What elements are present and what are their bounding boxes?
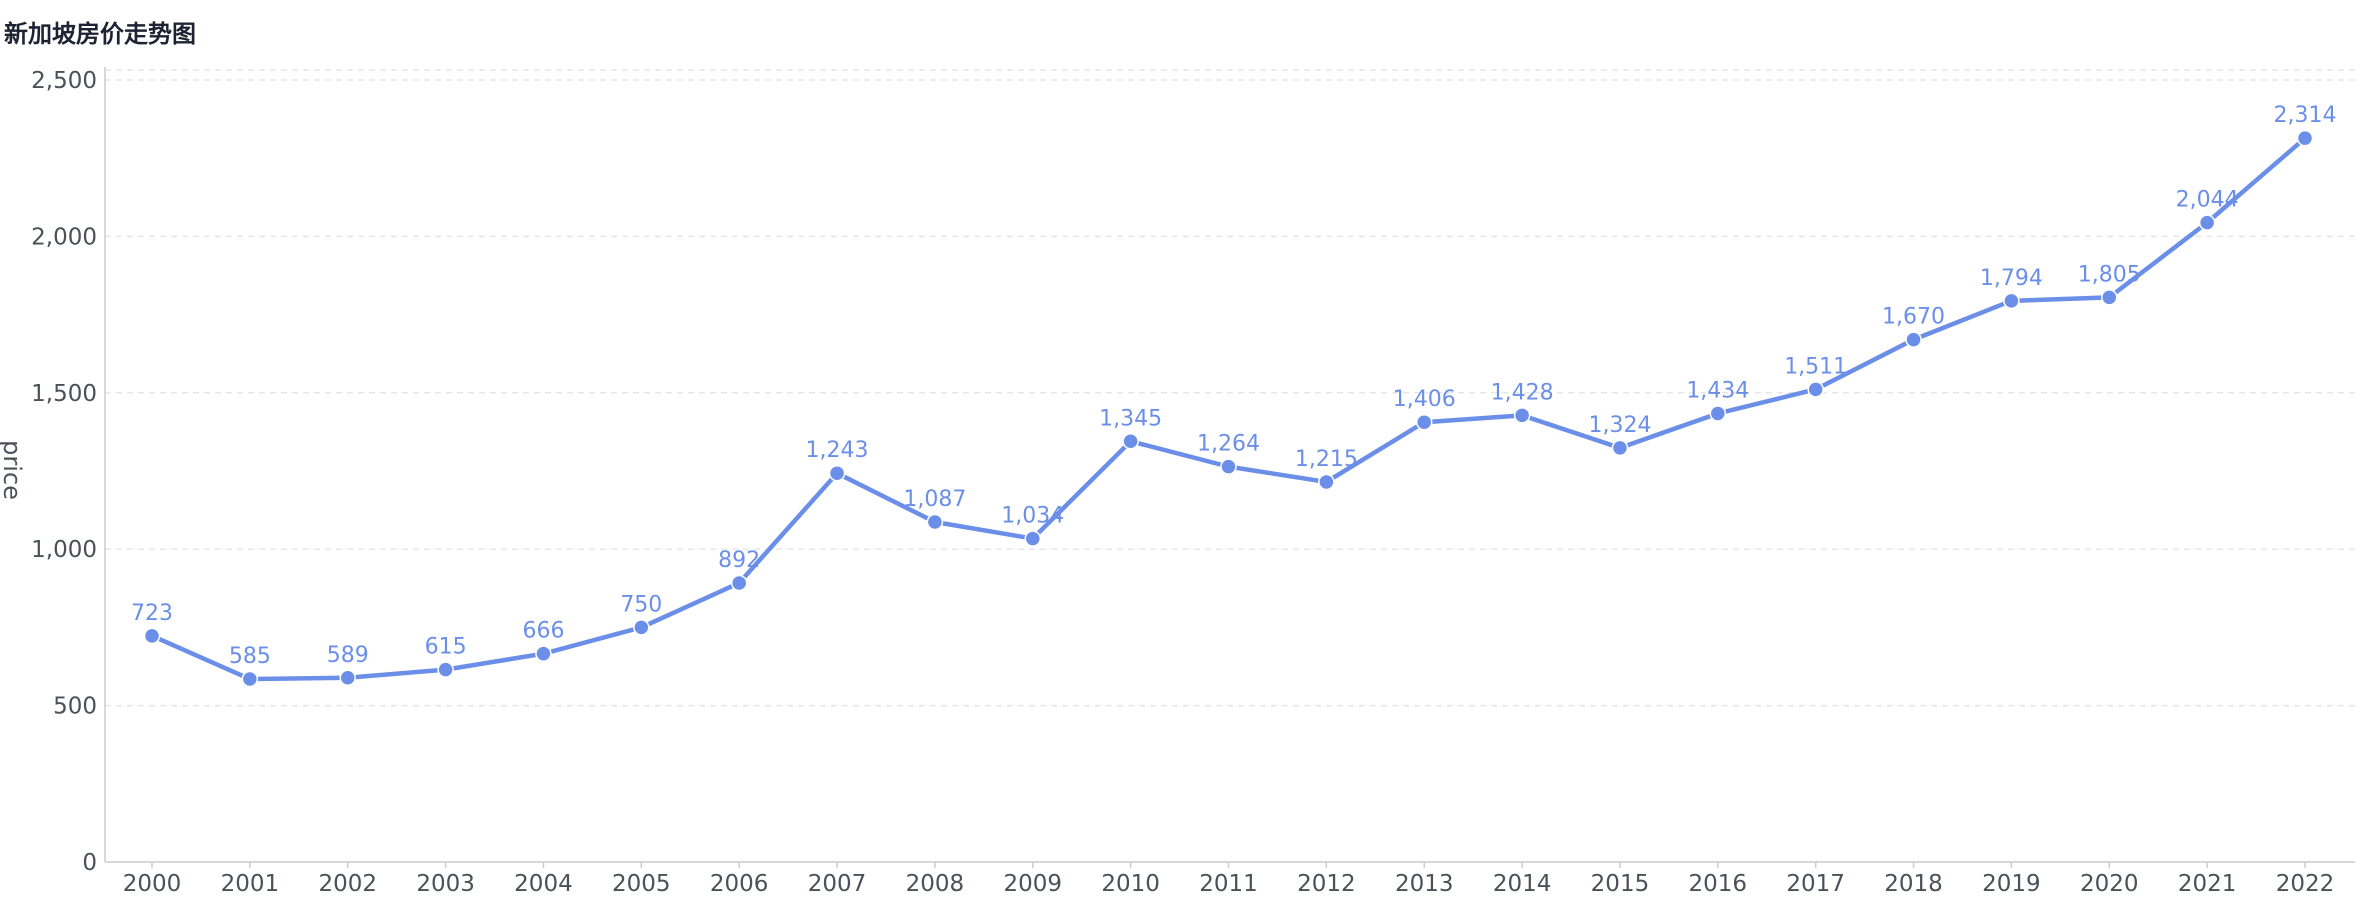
y-axis-ticks: 0 500 1,000 1,500 2,000 2,500: [31, 68, 97, 876]
data-point[interactable]: [1807, 381, 1824, 398]
x-axis-ticks: 2000 2001 2002 2003 2004 2005 2006 2007 2008 2009…: [123, 862, 2335, 897]
data-label: 1,511: [1784, 354, 1847, 379]
data-label: 1,243: [806, 438, 869, 463]
data-label: 2,044: [2176, 188, 2239, 213]
data-label: 1,345: [1099, 406, 1162, 431]
y-tick-label: 0: [82, 850, 97, 876]
data-point[interactable]: [2198, 214, 2216, 231]
data-label: 1,034: [1001, 504, 1064, 529]
x-tick-label: 2011: [1199, 871, 1258, 897]
y-tick-label: 2,000: [31, 224, 97, 250]
data-label: 1,434: [1686, 378, 1749, 403]
data-point[interactable]: [535, 645, 552, 662]
x-tick-label: 2003: [416, 871, 475, 897]
data-point[interactable]: [828, 464, 846, 482]
y-axis-title: price: [0, 440, 26, 500]
x-tick-label: 2012: [1297, 871, 1356, 897]
data-point[interactable]: [241, 670, 259, 688]
data-label: 1,670: [1882, 305, 1945, 330]
data-point[interactable]: [1122, 433, 1139, 450]
x-tick-label: 2001: [221, 871, 280, 897]
data-point[interactable]: [633, 619, 650, 636]
x-tick-label: 2010: [1101, 871, 1160, 897]
x-tick-label: 2006: [710, 871, 769, 897]
gridlines: [105, 69, 2355, 707]
data-label: 750: [620, 592, 662, 617]
data-labels: 723 585 589 615 666 750 892 1,243 1,087 1,034 1,34…: [131, 103, 2336, 669]
x-tick-label: 2020: [2080, 871, 2139, 897]
x-tick-label: 2014: [1493, 871, 1552, 897]
y-tick-label: 2,500: [31, 68, 97, 94]
data-point[interactable]: [1905, 331, 1922, 348]
data-point[interactable]: [2003, 292, 2020, 310]
x-tick-label: 2002: [318, 871, 377, 897]
data-label: 892: [718, 548, 760, 573]
data-label: 666: [522, 619, 564, 644]
data-point[interactable]: [1709, 405, 1727, 422]
data-point[interactable]: [1024, 530, 1042, 547]
data-label: 1,428: [1491, 380, 1554, 405]
data-point[interactable]: [143, 627, 161, 645]
x-tick-label: 2007: [808, 871, 867, 897]
data-point[interactable]: [339, 669, 356, 687]
x-tick-label: 2005: [612, 871, 671, 897]
series-price: [143, 129, 2314, 688]
x-tick-label: 2015: [1591, 871, 1650, 897]
data-label: 615: [425, 635, 467, 660]
data-point[interactable]: [1415, 413, 1433, 431]
series-line: [149, 135, 2308, 682]
data-label: 723: [131, 601, 173, 626]
x-tick-label: 2022: [2276, 871, 2335, 897]
x-tick-label: 2018: [1884, 871, 1943, 897]
data-label: 1,805: [2078, 262, 2141, 287]
data-label: 1,794: [1980, 266, 2043, 291]
data-label: 589: [327, 643, 369, 668]
axes: [104, 67, 2355, 863]
data-point[interactable]: [730, 574, 748, 592]
data-label: 1,215: [1295, 447, 1358, 472]
x-tick-label: 2019: [1982, 871, 2041, 897]
data-label: 585: [229, 644, 271, 669]
x-tick-label: 2009: [1003, 871, 1062, 897]
data-point[interactable]: [2296, 129, 2314, 147]
data-label: 2,314: [2274, 103, 2337, 128]
data-point[interactable]: [437, 661, 454, 678]
x-tick-label: 2008: [906, 871, 965, 897]
data-label: 1,324: [1588, 413, 1651, 438]
x-tick-label: 2013: [1395, 871, 1454, 897]
x-tick-label: 2021: [2178, 871, 2237, 897]
x-tick-label: 2000: [123, 871, 182, 897]
data-point[interactable]: [1611, 439, 1629, 457]
y-tick-label: 500: [53, 694, 97, 720]
data-label: 1,087: [903, 487, 966, 512]
data-point[interactable]: [2101, 289, 2118, 306]
x-tick-label: 2016: [1689, 871, 1748, 897]
x-tick-label: 2017: [1786, 871, 1845, 897]
data-point[interactable]: [1220, 458, 1237, 475]
y-tick-label: 1,500: [31, 381, 97, 407]
x-tick-label: 2004: [514, 871, 573, 897]
chart-title: 新加坡房价走势图: [4, 20, 196, 48]
data-label: 1,264: [1197, 432, 1260, 457]
data-point[interactable]: [1513, 407, 1531, 424]
data-point[interactable]: [926, 513, 944, 531]
data-label: 1,406: [1393, 387, 1456, 412]
data-point[interactable]: [1318, 473, 1335, 491]
y-tick-label: 1,000: [31, 537, 97, 563]
